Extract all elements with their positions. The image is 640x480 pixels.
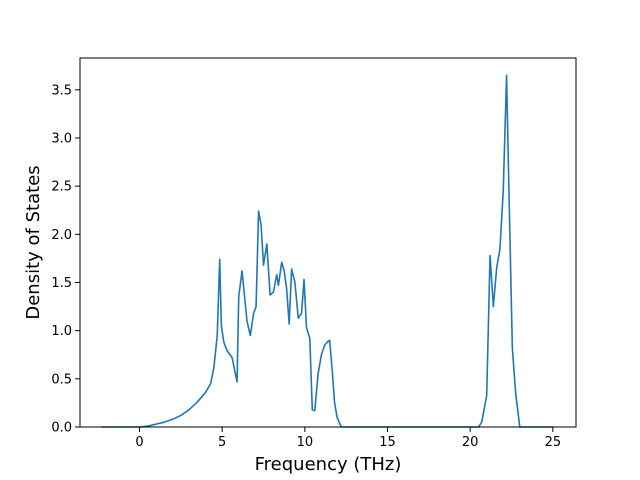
x-tick-label: 20 — [462, 435, 479, 450]
x-axis-label: Frequency (THz) — [255, 454, 402, 475]
x-tick-label: 10 — [297, 435, 314, 450]
x-tick-label: 25 — [545, 435, 562, 450]
y-tick-label: 1.5 — [51, 276, 72, 291]
x-tick-label: 0 — [135, 435, 143, 450]
y-tick-label: 0.0 — [51, 421, 72, 436]
plot-background — [80, 58, 576, 427]
y-axis-ticks: 0.0 0.5 1.0 1.5 2.0 2.5 3.0 3.5 — [51, 83, 80, 436]
plot-frame — [79, 57, 577, 428]
y-axis-label: Density of States — [23, 165, 44, 319]
y-tick-label: 2.5 — [51, 180, 72, 195]
y-tick-label: 1.0 — [51, 324, 72, 339]
y-tick-label: 3.5 — [51, 83, 72, 98]
x-axis-ticks: 0 5 10 15 20 25 — [135, 427, 561, 450]
y-tick-label: 2.0 — [51, 228, 72, 243]
dos-series-line — [101, 74, 553, 428]
y-tick-label: 3.0 — [51, 131, 72, 146]
y-tick-label: 0.5 — [51, 372, 72, 387]
x-tick-label: 15 — [379, 435, 396, 450]
x-tick-label: 5 — [218, 435, 226, 450]
